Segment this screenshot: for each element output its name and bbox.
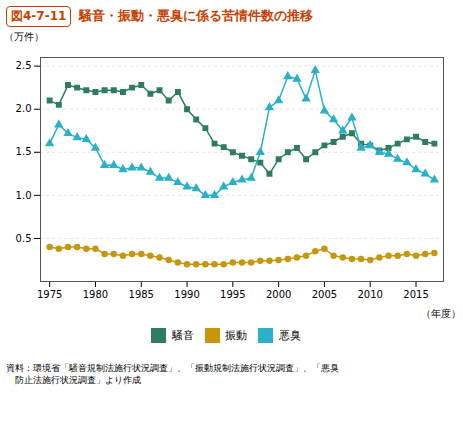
svg-text:1995: 1995 [220,289,245,300]
svg-text:2005: 2005 [312,289,337,300]
html-text:図4-7-11: 図4-7-11 [11,9,67,23]
svg-text:2000: 2000 [266,289,291,300]
svg-text:1990: 1990 [174,289,199,300]
html-text:防止法施行状況調査」より作成: 防止法施行状況調査」より作成 [15,374,141,385]
svg-text:2010: 2010 [358,289,383,300]
svg-text:1980: 1980 [83,289,108,300]
svg-text:2015: 2015 [403,289,428,300]
svg-text:2.0: 2.0 [16,103,32,114]
svg-text:0.5: 0.5 [16,233,32,244]
svg-text:1.5: 1.5 [16,146,32,157]
svg-text:（万件）: （万件） [4,31,44,42]
svg-text:1.0: 1.0 [16,190,32,201]
html-text:騒音: 騒音 [171,329,194,342]
svg-text:（年度）: （年度） [421,308,461,319]
html-text:悪臭: 悪臭 [278,329,301,342]
html-text:騒音・振動・悪臭に係る苦情件数の推移: 騒音・振動・悪臭に係る苦情件数の推移 [79,8,314,23]
svg-text:1985: 1985 [129,289,154,300]
html-text:資料：環境省「騒音規制法施行状況調査」、「振動規制法施行状況: 資料：環境省「騒音規制法施行状況調査」、「振動規制法施行状況調査」、「悪臭 [6,362,339,373]
svg-text:1975: 1975 [37,289,62,300]
html-text:振動: 振動 [225,329,248,342]
svg-text:2.5: 2.5 [16,60,32,71]
